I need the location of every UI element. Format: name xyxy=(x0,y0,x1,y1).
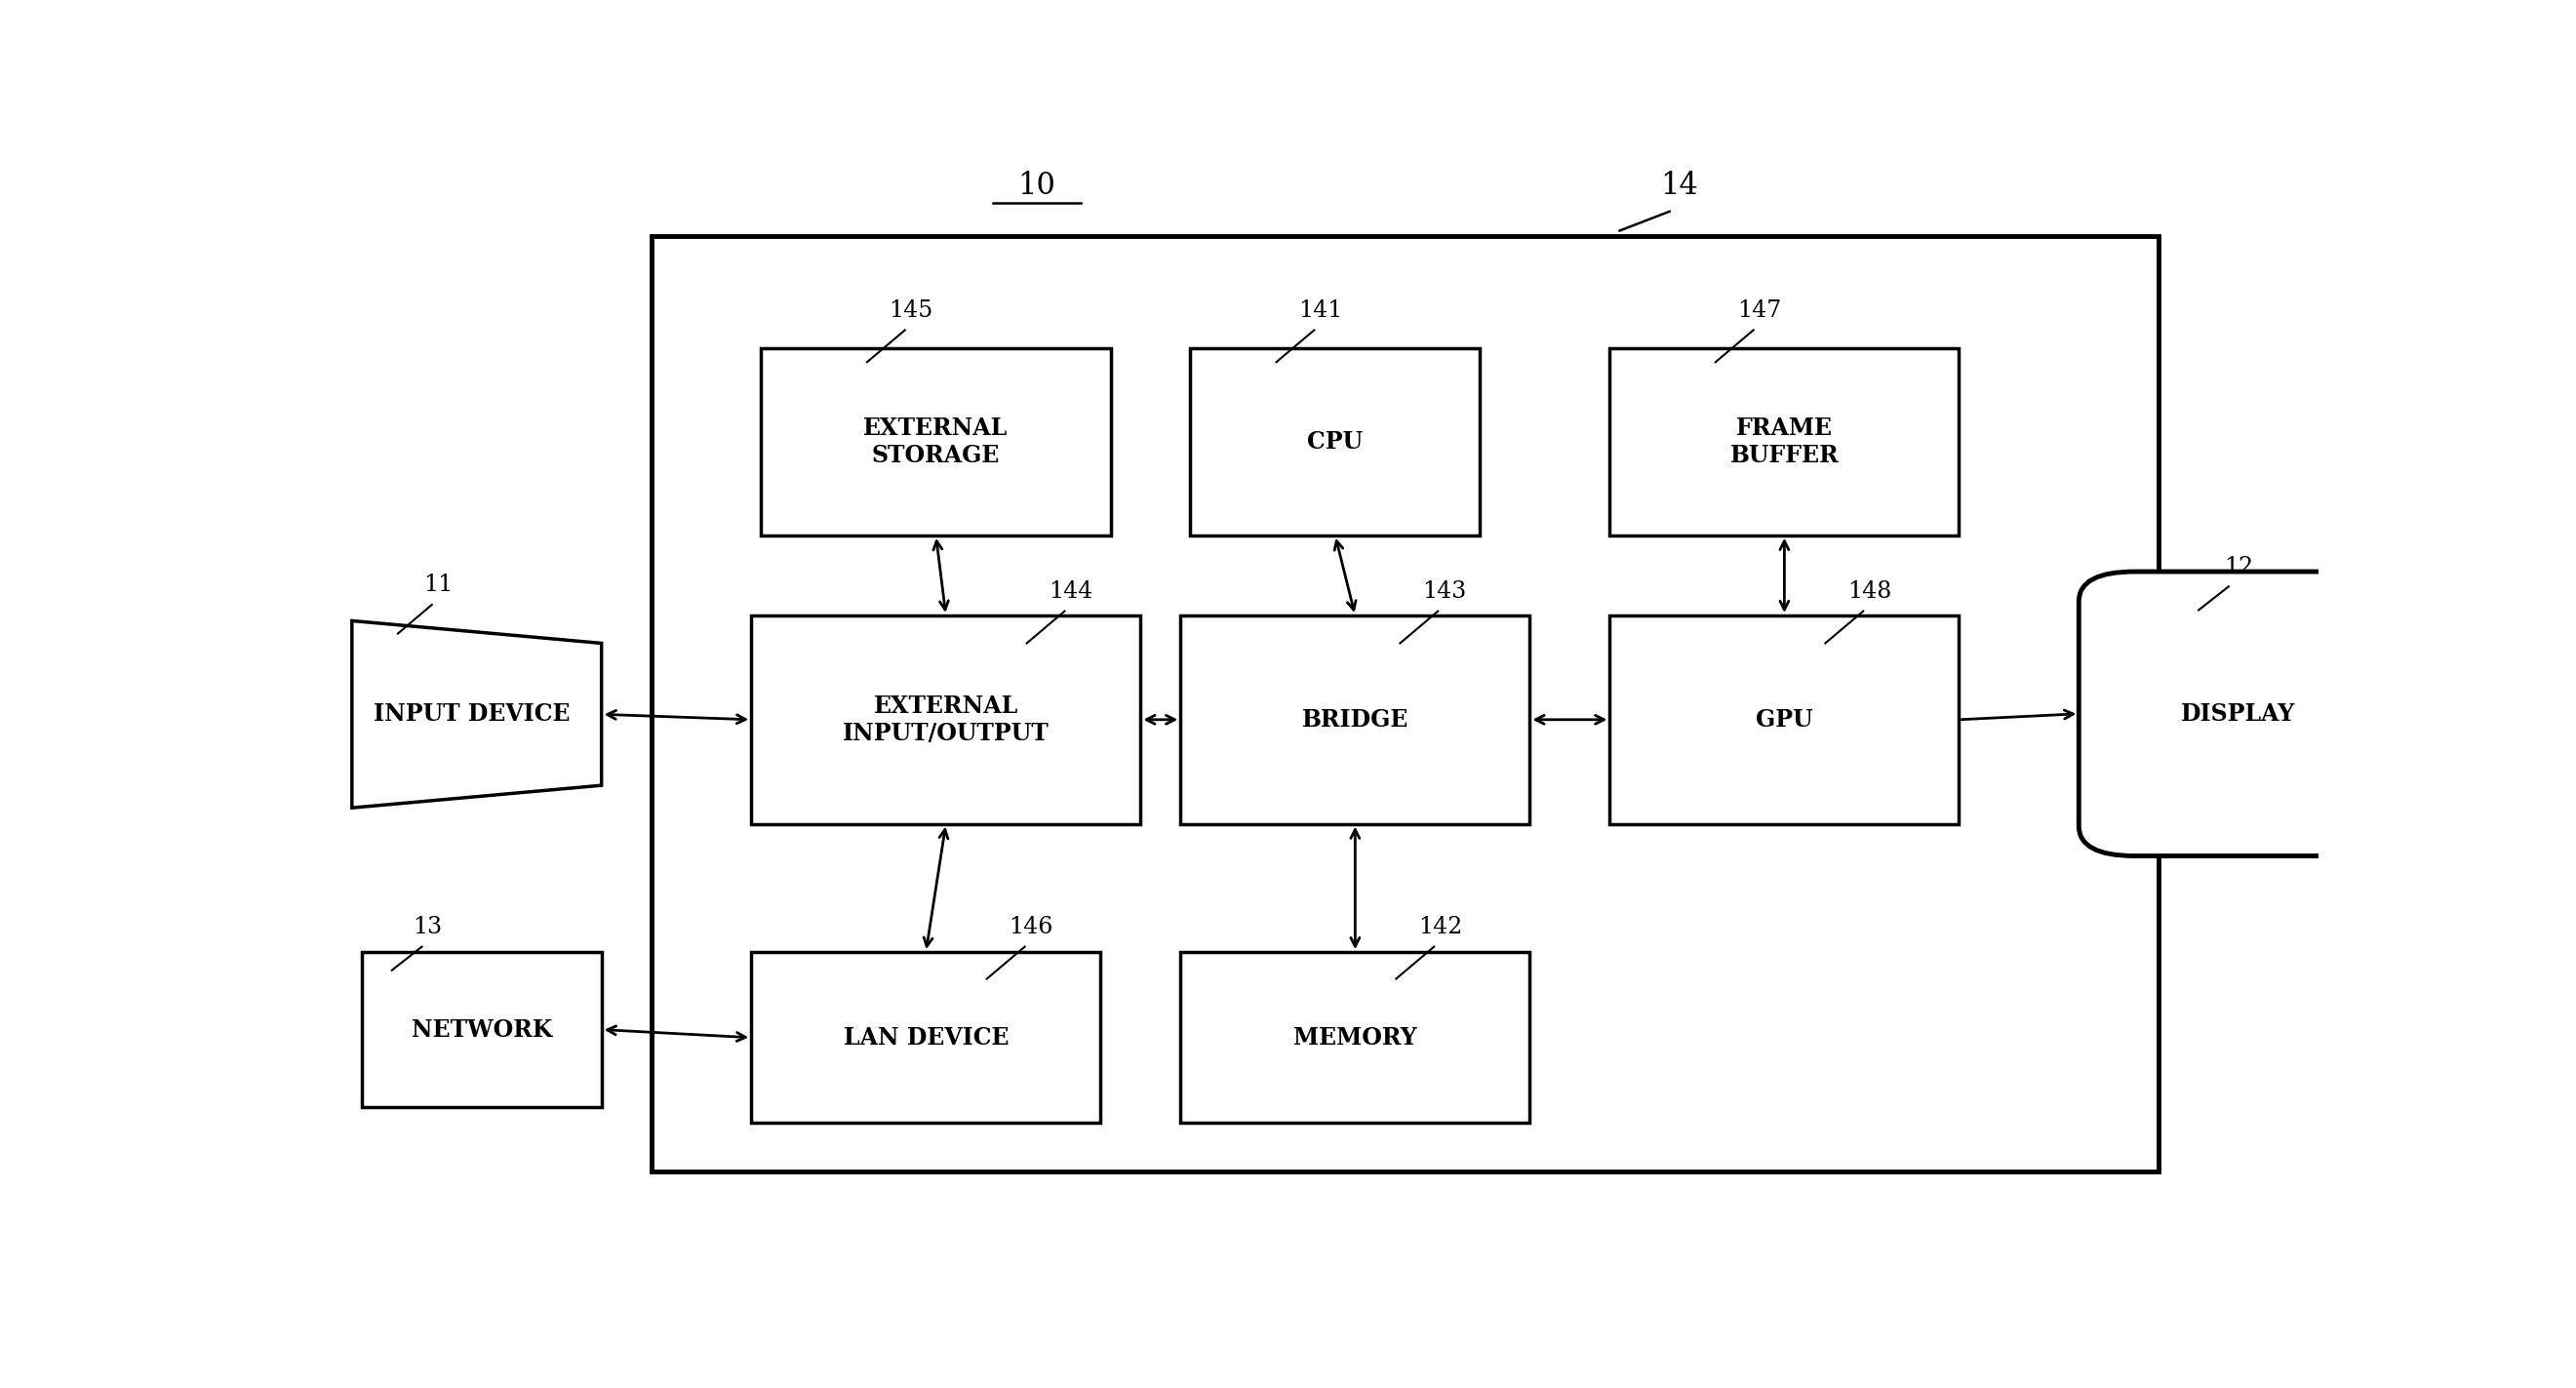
Text: 13: 13 xyxy=(412,916,443,938)
FancyBboxPatch shape xyxy=(1190,348,1479,536)
Text: 14: 14 xyxy=(1662,171,1698,201)
Text: 12: 12 xyxy=(2223,555,2254,577)
Text: 147: 147 xyxy=(1736,298,1783,322)
FancyBboxPatch shape xyxy=(752,952,1100,1123)
Text: EXTERNAL
STORAGE: EXTERNAL STORAGE xyxy=(863,416,1007,466)
Text: BRIDGE: BRIDGE xyxy=(1301,708,1409,731)
FancyBboxPatch shape xyxy=(1610,348,1958,536)
FancyBboxPatch shape xyxy=(1180,952,1530,1123)
Text: LAN DEVICE: LAN DEVICE xyxy=(842,1026,1010,1049)
Text: 143: 143 xyxy=(1422,580,1466,602)
Text: 142: 142 xyxy=(1417,916,1463,938)
Text: DISPLAY: DISPLAY xyxy=(2182,702,2295,726)
Text: 141: 141 xyxy=(1298,298,1342,322)
FancyBboxPatch shape xyxy=(752,615,1141,824)
Text: 10: 10 xyxy=(1018,171,1056,201)
FancyBboxPatch shape xyxy=(1610,615,1958,824)
Text: 11: 11 xyxy=(422,573,453,597)
Text: NETWORK: NETWORK xyxy=(412,1017,551,1041)
Text: 144: 144 xyxy=(1048,580,1092,602)
Text: INPUT DEVICE: INPUT DEVICE xyxy=(374,702,569,726)
FancyBboxPatch shape xyxy=(762,348,1110,536)
FancyBboxPatch shape xyxy=(2079,572,2398,856)
Text: 148: 148 xyxy=(1847,580,1891,602)
Polygon shape xyxy=(353,620,603,808)
Text: 146: 146 xyxy=(1010,916,1054,938)
Text: 145: 145 xyxy=(889,298,933,322)
FancyBboxPatch shape xyxy=(1180,615,1530,824)
Text: GPU: GPU xyxy=(1757,708,1814,731)
FancyBboxPatch shape xyxy=(361,952,600,1108)
Text: CPU: CPU xyxy=(1306,430,1363,454)
Text: FRAME
BUFFER: FRAME BUFFER xyxy=(1731,416,1839,466)
Text: MEMORY: MEMORY xyxy=(1293,1026,1417,1049)
FancyBboxPatch shape xyxy=(652,236,2159,1171)
Text: EXTERNAL
INPUT/OUTPUT: EXTERNAL INPUT/OUTPUT xyxy=(842,694,1048,745)
